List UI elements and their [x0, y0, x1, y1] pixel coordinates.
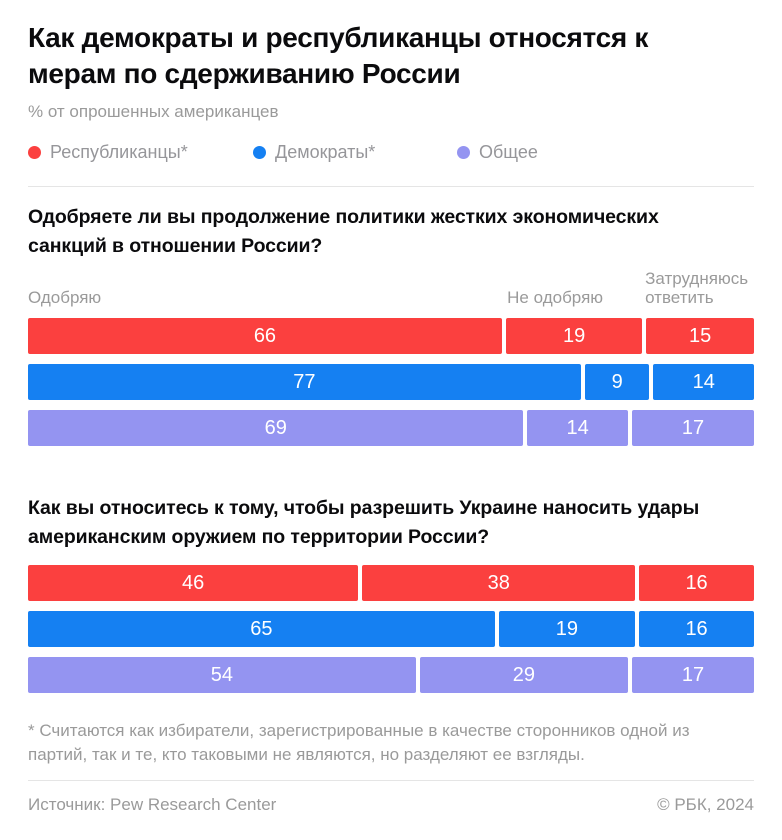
column-label-approve: Одобряю	[28, 288, 102, 307]
legend-dot-overall-icon	[457, 145, 470, 159]
bar-segment: 65	[28, 611, 495, 647]
bar-segment: 16	[639, 565, 754, 601]
legend-item-overall: Общее	[457, 142, 538, 162]
legend-item-republicans: Республиканцы*	[28, 142, 253, 162]
bar-chart-sanctions: 66 19 15 77 9 14 69 14 17	[28, 318, 754, 446]
legend-label-overall: Общее	[479, 142, 538, 162]
bar-segment: 46	[28, 565, 359, 601]
legend: Республиканцы* Демократы* Общее	[28, 142, 754, 162]
infographic-page: Как демократы и республиканцы относятся …	[0, 20, 782, 840]
legend-dot-republicans-icon	[28, 145, 41, 159]
bar-row: 66 19 15	[28, 318, 754, 354]
bar-segment: 19	[505, 318, 643, 354]
bar-segment: 14	[527, 410, 628, 446]
footer: Источник: Pew Research Center © РБК, 202…	[28, 794, 754, 816]
page-title: Как демократы и республиканцы относятся …	[28, 22, 649, 89]
bar-segment: 19	[498, 611, 636, 647]
bar-segment: 38	[362, 565, 636, 601]
legend-dot-democrats-icon	[253, 145, 266, 159]
footnote: * Считаются как избиратели, зарегистриро…	[28, 721, 690, 764]
bottom-divider	[28, 780, 754, 781]
bar-segment: 9	[584, 364, 650, 400]
bar-row: 65 19 16	[28, 611, 754, 647]
bar-segment: 69	[28, 410, 524, 446]
bar-segment: 77	[28, 364, 581, 400]
bar-row: 69 14 17	[28, 410, 754, 446]
page-subtitle: % от опрошенных американцев	[28, 102, 279, 121]
bar-segment: 29	[419, 657, 628, 693]
bar-segment: 66	[28, 318, 502, 354]
bar-segment: 17	[631, 657, 754, 693]
top-divider	[28, 186, 754, 187]
bar-segment: 17	[631, 410, 754, 446]
legend-item-democrats: Демократы*	[253, 142, 457, 162]
column-label-undecided: Затрудняюсь ответить	[645, 269, 749, 307]
column-label-disapprove: Не одобряю	[507, 288, 604, 307]
question-title-sanctions: Одобряете ли вы продолжение политики жес…	[28, 206, 659, 257]
bar-segment: 14	[653, 364, 754, 400]
bar-segment: 15	[646, 318, 754, 354]
copyright-label: © РБК, 2024	[657, 795, 754, 814]
legend-label-republicans: Республиканцы*	[50, 142, 188, 162]
bar-segment: 16	[639, 611, 754, 647]
bar-row: 46 38 16	[28, 565, 754, 601]
bar-row: 77 9 14	[28, 364, 754, 400]
question-title-strikes: Как вы относитесь к тому, чтобы разрешит…	[28, 497, 700, 548]
bar-segment: 54	[28, 657, 416, 693]
bar-row: 54 29 17	[28, 657, 754, 693]
column-labels: Одобряю Не одобряю Затрудняюсь ответить	[28, 267, 754, 307]
question-block-strikes: Как вы относитесь к тому, чтобы разрешит…	[28, 494, 754, 693]
question-block-sanctions: Одобряете ли вы продолжение политики жес…	[28, 203, 754, 446]
source-label: Источник: Pew Research Center	[28, 795, 277, 814]
bar-chart-strikes: 46 38 16 65 19 16 54 29 17	[28, 565, 754, 693]
legend-label-democrats: Демократы*	[275, 142, 376, 162]
